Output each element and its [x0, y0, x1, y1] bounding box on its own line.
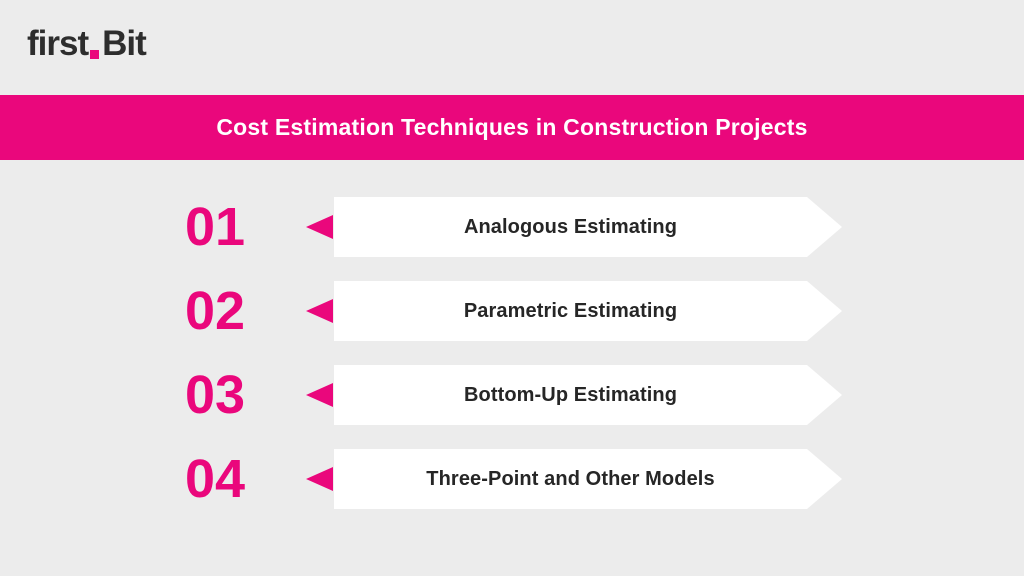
item-number: 02 — [185, 281, 246, 341]
left-arrow-icon — [306, 215, 333, 239]
list-item: 03 Bottom-Up Estimating — [0, 365, 1024, 425]
item-banner: Parametric Estimating — [334, 281, 842, 341]
item-number: 03 — [185, 365, 246, 425]
list-item: 01 Analogous Estimating — [0, 197, 1024, 257]
item-label: Three-Point and Other Models — [426, 467, 715, 490]
left-arrow-icon — [306, 383, 333, 407]
item-number: 01 — [185, 197, 246, 257]
item-banner: Bottom-Up Estimating — [334, 365, 842, 425]
brand-logo: first Bit — [27, 24, 147, 64]
list-item: 04 Three-Point and Other Models — [0, 449, 1024, 509]
list-item: 02 Parametric Estimating — [0, 281, 1024, 341]
item-banner: Analogous Estimating — [334, 197, 842, 257]
brand-logo-first: first — [27, 24, 89, 63]
brand-logo-second: Bit — [102, 24, 147, 63]
item-label: Parametric Estimating — [463, 299, 678, 322]
logo-square-dot-icon — [90, 50, 100, 59]
page-title: Cost Estimation Techniques in Constructi… — [216, 114, 808, 140]
item-banner: Three-Point and Other Models — [334, 449, 842, 509]
item-label: Bottom-Up Estimating — [463, 383, 678, 406]
item-number: 04 — [185, 449, 246, 509]
item-label: Analogous Estimating — [463, 215, 678, 238]
left-arrow-icon — [306, 467, 333, 491]
title-banner: Cost Estimation Techniques in Constructi… — [0, 95, 1024, 160]
left-arrow-icon — [306, 299, 333, 323]
